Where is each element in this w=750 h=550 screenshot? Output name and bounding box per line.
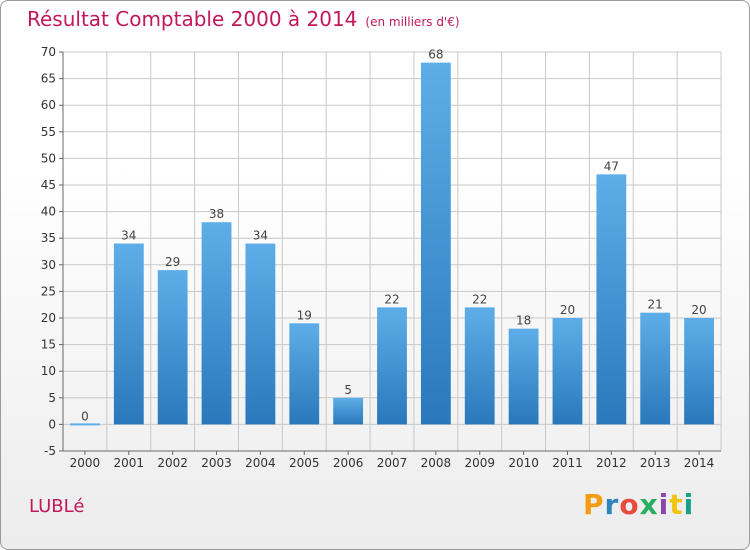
chart-title-text: Résultat Comptable 2000 à 2014 (27, 7, 358, 31)
data-label-2014: 20 (691, 303, 706, 317)
bar-2013[interactable] (640, 312, 671, 425)
logo-letter: i (658, 488, 670, 521)
data-label-2011: 20 (560, 303, 575, 317)
y-tick-label: -5 (44, 444, 56, 458)
y-tick-label: 5 (48, 391, 56, 405)
y-tick-label: 10 (41, 364, 56, 378)
bar-2014[interactable] (684, 318, 714, 425)
bar-2003[interactable] (201, 222, 232, 425)
y-tick-label: 70 (41, 45, 56, 59)
data-label-2008: 68 (428, 48, 443, 62)
x-tick-label: 2006 (333, 456, 364, 470)
logo-letter: P (583, 488, 605, 521)
commune-name: LUBLé (29, 496, 85, 517)
x-tick-label: 2012 (596, 456, 627, 470)
bar-2010[interactable] (508, 328, 539, 425)
x-tick-label: 2003 (201, 456, 232, 470)
bar-2008[interactable] (420, 62, 451, 425)
x-tick-label: 2004 (245, 456, 276, 470)
logo-letter: r (604, 488, 620, 521)
data-label-2010: 18 (516, 314, 531, 328)
x-tick-label: 2005 (289, 456, 320, 470)
data-label-2009: 22 (472, 292, 487, 306)
x-tick-label: 2014 (684, 456, 715, 470)
y-tick-label: 20 (41, 311, 56, 325)
data-label-2007: 22 (384, 292, 399, 306)
data-label-2002: 29 (165, 255, 180, 269)
data-label-2013: 21 (648, 298, 663, 312)
bar-2001[interactable] (113, 243, 144, 425)
bar-2005[interactable] (289, 323, 320, 425)
data-label-2005: 19 (297, 308, 312, 322)
y-tick-label: 45 (41, 178, 56, 192)
data-label-2001: 34 (121, 229, 136, 243)
logo-letter: i (683, 488, 695, 521)
x-tick-label: 2013 (640, 456, 671, 470)
x-tick-label: 2010 (508, 456, 539, 470)
chart-title: Résultat Comptable 2000 à 2014 (en millie… (27, 7, 460, 31)
bar-2006[interactable] (333, 397, 364, 425)
logo-letter: x (639, 488, 659, 521)
y-tick-label: 65 (41, 72, 56, 86)
bar-2004[interactable] (245, 243, 276, 425)
y-tick-label: 25 (41, 284, 56, 298)
data-label-2003: 38 (209, 207, 224, 221)
bar-2012[interactable] (596, 174, 627, 425)
logo-letter: o (619, 488, 640, 521)
y-tick-label: 0 (48, 417, 56, 431)
bar-2002[interactable] (157, 270, 188, 425)
logo-letter: t (669, 488, 684, 521)
x-tick-label: 2009 (464, 456, 495, 470)
data-label-2012: 47 (604, 159, 619, 173)
x-tick-label: 2002 (157, 456, 188, 470)
y-tick-label: 40 (41, 205, 56, 219)
data-label-2006: 5 (344, 383, 352, 397)
bar-2011[interactable] (552, 318, 583, 425)
x-tick-label: 2011 (552, 456, 583, 470)
y-tick-label: 15 (41, 338, 56, 352)
data-label-2000: 0 (81, 409, 89, 423)
chart-subtitle: (en milliers d'€) (365, 15, 460, 29)
y-tick-label: 35 (41, 231, 56, 245)
data-labels: 0 34 29 38 34 19 5 22 68 22 18 20 47 21 20 (81, 48, 707, 424)
proxiti-logo[interactable]: Proxiti (583, 488, 694, 521)
x-tick-label: 2008 (421, 456, 452, 470)
x-tick-label: 2001 (114, 456, 145, 470)
y-tick-label: 60 (41, 98, 56, 112)
data-label-2004: 34 (253, 229, 268, 243)
y-tick-label: 50 (41, 151, 56, 165)
x-tick-label: 2007 (377, 456, 408, 470)
bars (70, 62, 714, 426)
bar-2000[interactable] (70, 423, 100, 426)
bar-2009[interactable] (464, 307, 495, 425)
x-tick-label: 2000 (70, 456, 101, 470)
y-tick-label: 55 (41, 125, 56, 139)
y-tick-label: 30 (41, 258, 56, 272)
bar-2007[interactable] (377, 307, 407, 425)
